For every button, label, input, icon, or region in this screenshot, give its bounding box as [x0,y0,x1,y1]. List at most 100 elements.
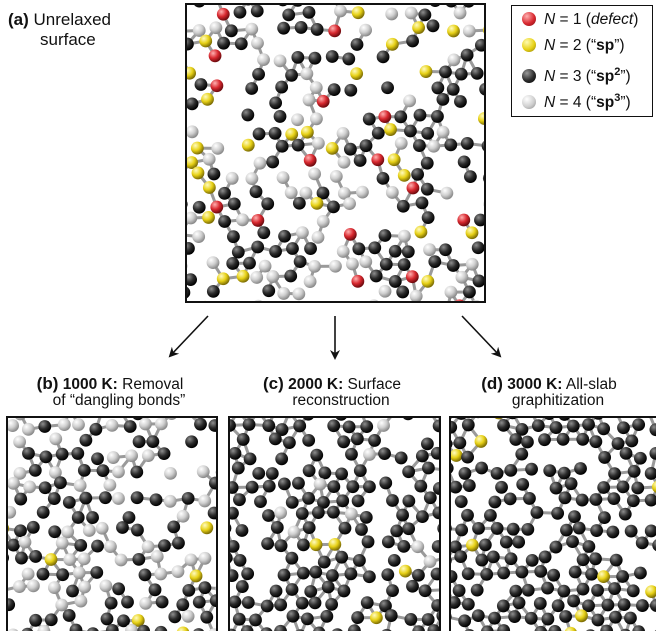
atom-sp2 [474,38,484,52]
atom-sp2 [8,538,20,552]
atom-sp2 [541,612,555,626]
atom-sp2 [472,274,484,288]
atom-sp2 [386,494,399,507]
atom-sp3 [26,579,40,593]
atom-sp2 [303,418,314,421]
atom-sp3 [377,419,390,432]
atom-sp [328,537,342,551]
atom-sp3 [309,81,323,95]
atom-sp2 [181,491,195,505]
atom-sp2 [359,139,373,153]
atom-sp2 [325,569,339,582]
atom-sp2 [458,614,472,628]
panel-c-title: Surface [343,376,401,393]
atom-sp3 [236,213,249,227]
atom-sp2 [556,432,570,446]
atom-sp3 [274,506,288,520]
atom-sp2 [130,465,144,479]
atom-defect [208,49,222,63]
atom-sp2 [218,186,231,200]
atom-sp3 [202,152,216,166]
atom-sp [199,34,213,48]
atom-sp3 [427,139,441,153]
atom-sp2 [576,582,590,596]
atom-sp3 [394,136,408,150]
atom-sp2 [98,491,112,505]
atom-sp2 [236,433,250,446]
atom-sp2 [626,584,640,598]
atom-sp2 [504,552,518,566]
panel-c-caption-line1: (c) 2000 K: Surface [226,374,438,393]
atom-sp2 [509,433,523,446]
atom-sp2 [388,275,402,288]
atom-sp2 [530,506,544,519]
atom-sp3 [245,172,259,186]
atom-sp2 [582,599,595,613]
atom-sp2 [418,8,432,22]
legend: N = 1 (defect) N = 2 (“sp”) N = 3 (“sp2”… [511,5,653,117]
atom-sp3 [208,628,216,631]
atom-sp [385,37,399,51]
atom-sp3 [303,275,317,288]
atom-sp2 [538,550,552,564]
atom-sp2 [497,566,511,580]
atom-sp2 [456,418,466,420]
atom-sp3 [465,257,479,271]
atom-sp3 [284,186,298,200]
atom-sp2 [413,108,427,122]
atom-sp2 [597,422,611,436]
atom-sp2 [304,242,317,255]
atom-sp2 [269,245,282,258]
atom-sp2 [317,555,331,569]
atom-sp3 [8,628,19,631]
atom-sp [187,156,198,169]
atom-sp3 [276,171,290,185]
atom-sp2 [66,584,79,598]
atom-sp2 [278,5,287,7]
atom-sp3 [369,299,379,301]
atom-sp2 [423,491,437,505]
atom-sp2 [460,48,474,62]
panel-b-title: Removal [117,376,184,393]
atom-sp3 [37,624,51,631]
atom-sp2 [585,567,598,581]
atom-sp3 [251,36,264,50]
atom-sp2 [413,139,426,152]
atom-sp2 [439,65,452,79]
atom-sp2 [29,550,43,563]
atom-sp2 [342,52,356,66]
atom-sp2 [402,465,416,479]
atom-sp3 [78,580,92,594]
atom-sp3 [181,609,195,623]
panel-c-letter: (c) [263,374,284,393]
atom-sp2 [368,434,381,447]
atom-sp2 [446,5,457,8]
atom-sp2 [611,437,625,450]
atom-sp2 [148,583,162,597]
atom-sp3 [403,94,417,108]
atom-sp2 [47,492,61,505]
atom-sp [190,141,204,155]
atom-sp2 [284,269,298,283]
atom-sp2 [252,127,266,141]
atom-defect [371,153,385,167]
atom-sp3 [258,259,272,273]
atom-sp2 [470,583,484,597]
panel-d-atoms [451,418,656,631]
atom-sp2 [371,126,385,140]
atom-sp2 [325,597,339,611]
atom-sp2 [451,596,461,609]
atom-sp2 [274,539,288,553]
atom-sp2 [308,51,322,65]
atom-sp3 [385,7,399,21]
atom-sp2 [515,565,529,579]
atom-sp2 [362,112,376,126]
atom-sp2 [302,433,316,447]
atom-sp2 [451,570,458,583]
atom-sp2 [36,567,50,581]
atom-sp2 [55,447,69,461]
atom-sp2 [149,493,163,507]
atom-sp2 [600,624,614,631]
atom-sp2 [296,566,310,580]
atom-sp2 [131,523,144,537]
